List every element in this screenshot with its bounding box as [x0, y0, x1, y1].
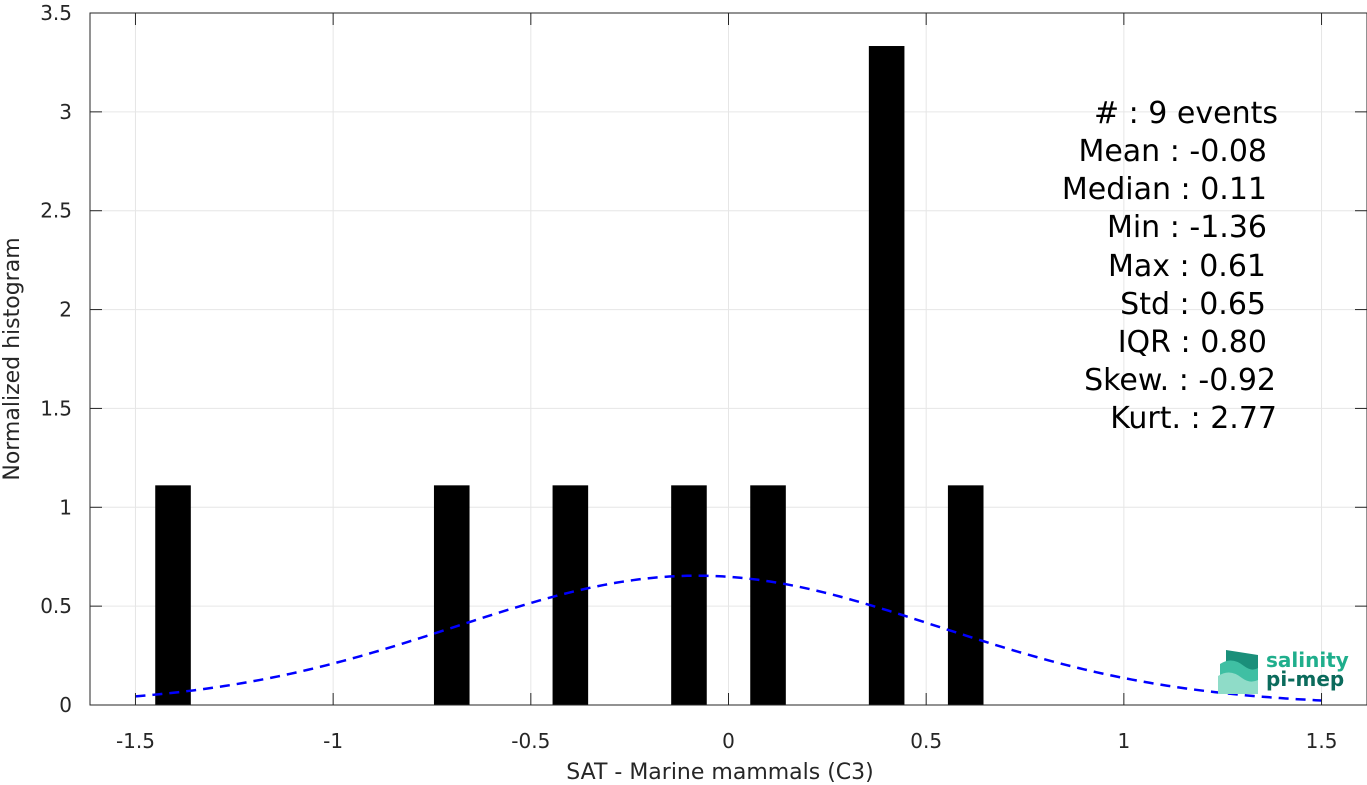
salinity-pi-mep-logo: salinity pi-mep	[1218, 648, 1349, 694]
x-tick-label-3: 0	[722, 729, 735, 753]
x-tick-label-0: -1.5	[116, 729, 155, 753]
stat-min: Min : -1.36	[1107, 210, 1267, 245]
logo-text-line2: pi-mep	[1266, 667, 1344, 691]
y-axis-label: Normalized histogram	[0, 237, 25, 480]
y-tick-label-1: 0.5	[40, 594, 72, 618]
y-tick-label-6: 3	[59, 100, 72, 124]
y-tick-label-3: 1.5	[40, 396, 72, 420]
stat-max: Max : 0.61	[1108, 249, 1266, 284]
y-tick-label-4: 2	[59, 298, 72, 322]
x-axis-label: SAT - Marine mammals (C3)	[566, 760, 874, 785]
x-tick-labels: -1.5 -1 -0.5 0 0.5 1 1.5	[116, 729, 1337, 753]
histogram-bar-0	[155, 485, 191, 705]
stat-mean: Mean : -0.08	[1078, 134, 1267, 169]
stat-skewness: Skew. : -0.92	[1084, 363, 1276, 398]
stat-median: Median : 0.11	[1062, 172, 1267, 207]
histogram-bar-2	[552, 485, 589, 705]
x-tick-label-5: 1	[1117, 729, 1130, 753]
x-tick-label-1: -1	[323, 729, 343, 753]
histogram-bars	[155, 46, 984, 705]
axis-ticks	[90, 12, 1367, 706]
histogram-bar-3	[671, 485, 707, 705]
stat-iqr: IQR : 0.80	[1118, 325, 1267, 360]
x-tick-label-2: -0.5	[511, 729, 550, 753]
logo-wave-icon	[1218, 650, 1258, 694]
histogram-bar-6	[947, 485, 984, 705]
stat-std: Std : 0.65	[1120, 287, 1266, 322]
stat-kurtosis: Kurt. : 2.77	[1110, 401, 1277, 436]
y-tick-labels: 0 0.5 1 1.5 2 2.5 3 3.5	[40, 1, 72, 717]
histogram-bar-5	[868, 46, 905, 705]
y-tick-label-5: 2.5	[40, 199, 72, 223]
y-tick-label-0: 0	[59, 693, 72, 717]
logo-text-line1: salinity	[1266, 648, 1349, 672]
x-tick-label-6: 1.5	[1306, 729, 1338, 753]
x-tick-label-4: 0.5	[910, 729, 942, 753]
stat-events: # : 9 events	[1094, 96, 1278, 131]
y-tick-label-2: 1	[59, 495, 72, 519]
histogram-bar-4	[750, 485, 786, 705]
statistics-panel: # : 9 events Mean : -0.08 Median : 0.11 …	[1062, 96, 1278, 436]
histogram-bar-1	[433, 485, 470, 705]
y-tick-label-7: 3.5	[40, 1, 72, 25]
